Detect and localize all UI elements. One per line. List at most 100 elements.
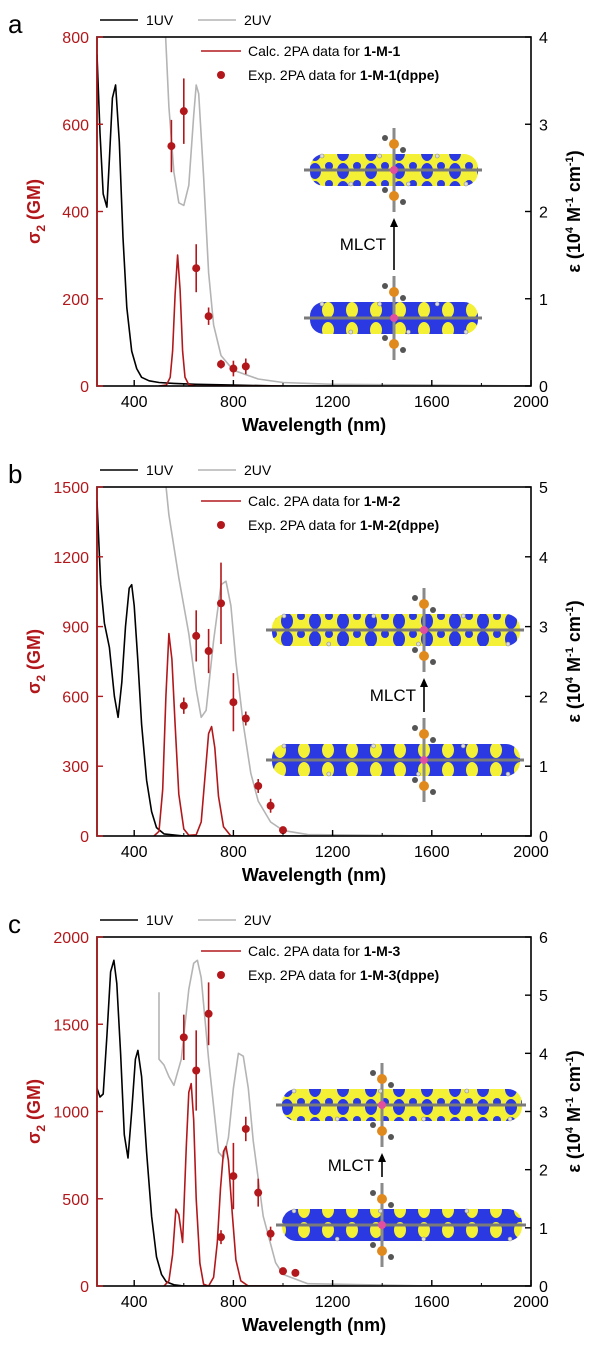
hydrogen-atom — [434, 301, 440, 307]
exp-data-point — [217, 360, 225, 369]
panel-label: b — [8, 459, 22, 489]
exp-data-point — [167, 142, 176, 151]
legend-exp-label: Exp. 2PA data for 1-M-2(dppe) — [248, 517, 439, 533]
legend-2uv-label: 2UV — [244, 12, 272, 28]
exp-data-point — [291, 1268, 300, 1277]
metal-atom — [420, 626, 428, 634]
panel-label: a — [8, 9, 23, 39]
y-right-tick-label: 1 — [539, 1221, 548, 1238]
y-right-tick-label: 5 — [539, 480, 548, 497]
exp-data-point — [192, 631, 201, 640]
x-tick-label: 800 — [220, 1294, 247, 1311]
exp-data-point — [241, 1124, 250, 1133]
hydrogen-atom — [348, 181, 354, 187]
series-calc-line — [153, 632, 283, 836]
carbon-atom — [370, 1190, 376, 1196]
carbon-atom — [412, 725, 418, 731]
hydrogen-atom — [378, 1088, 383, 1094]
x-axis-label: Wavelength (nm) — [242, 415, 386, 435]
x-tick-label: 400 — [121, 844, 148, 861]
phosphorus-atom — [419, 599, 429, 609]
y-right-tick-label: 2 — [539, 1163, 548, 1180]
metal-atom — [420, 756, 428, 764]
hydrogen-atom — [281, 743, 287, 749]
plot-frame — [96, 486, 532, 837]
y-right-tick-label: 1 — [539, 292, 548, 309]
hydrogen-atom — [505, 771, 511, 777]
hydrogen-atom — [377, 301, 382, 307]
y-left-tick-label: 200 — [62, 292, 89, 309]
carbon-atom — [388, 1134, 394, 1140]
legend-exp-label: Exp. 2PA data for 1-M-1(dppe) — [248, 67, 439, 83]
y-right-tick-label: 0 — [539, 379, 548, 396]
hydrogen-atom — [406, 181, 411, 187]
y-left-axis-label: σ2 (GM) — [24, 179, 48, 244]
y-right-tick-label: 2 — [539, 205, 548, 222]
exp-data-point — [204, 647, 213, 656]
y-left-tick-label: 300 — [62, 759, 89, 776]
y-left-tick-label: 1200 — [53, 550, 89, 567]
legend-exp-swatch — [217, 521, 225, 529]
exp-data-point — [229, 698, 238, 707]
carbon-atom — [400, 147, 406, 153]
x-tick-label: 1600 — [414, 844, 450, 861]
y-left-tick-label: 600 — [62, 117, 89, 134]
mlct-arrowhead — [390, 218, 398, 227]
phosphorus-atom — [389, 287, 399, 297]
y-right-tick-label: 0 — [539, 829, 548, 846]
hydrogen-atom — [291, 1208, 297, 1214]
molecule-top — [266, 588, 524, 672]
exp-data-point — [266, 801, 275, 810]
y-right-tick-label: 5 — [539, 988, 548, 1005]
mlct-arrowhead — [420, 678, 428, 687]
y-right-tick-label: 6 — [539, 930, 548, 947]
hydrogen-atom — [378, 1208, 383, 1214]
phosphorus-atom — [419, 651, 429, 661]
hydrogen-atom — [464, 1208, 470, 1214]
carbon-atom — [400, 295, 406, 301]
y-left-tick-label: 2000 — [53, 930, 89, 947]
metal-atom — [378, 1101, 386, 1109]
y-right-tick-label: 4 — [539, 550, 548, 567]
mlct-label: MLCT — [370, 686, 416, 705]
mlct-arrowhead — [378, 1153, 386, 1162]
exp-data-point — [204, 1009, 213, 1018]
exp-data-point — [179, 1033, 188, 1042]
x-tick-label: 1200 — [315, 1294, 351, 1311]
y-left-tick-label: 900 — [62, 620, 89, 637]
hydrogen-atom — [416, 771, 421, 777]
legend-exp-swatch — [217, 71, 225, 79]
carbon-atom — [400, 347, 406, 353]
carbon-atom — [412, 647, 418, 653]
molecule-bottom — [304, 276, 482, 360]
hydrogen-atom — [463, 329, 469, 335]
exp-data-point — [229, 364, 238, 373]
y-left-tick-label: 600 — [62, 689, 89, 706]
carbon-atom — [412, 777, 418, 783]
y-left-tick-label: 0 — [80, 379, 89, 396]
exp-data-point — [217, 1233, 225, 1242]
carbon-atom — [370, 1070, 376, 1076]
x-axis-label: Wavelength (nm) — [242, 1315, 386, 1335]
hydrogen-atom — [319, 153, 325, 159]
hydrogen-atom — [326, 771, 332, 777]
mlct-label: MLCT — [340, 235, 386, 254]
exp-data-point — [266, 1229, 275, 1238]
hydrogen-atom — [463, 181, 469, 187]
y-right-tick-label: 3 — [539, 620, 548, 637]
carbon-atom — [382, 283, 388, 289]
series-1uv-line — [97, 500, 531, 836]
legend-calc-label: Calc. 2PA data for 1-M-2 — [248, 493, 400, 509]
carbon-atom — [388, 1254, 394, 1260]
legend-1uv-label: 1UV — [146, 912, 174, 928]
y-right-axis-label: ε (104 M-1 cm-1) — [564, 600, 584, 722]
legend-1uv-label: 1UV — [146, 462, 174, 478]
x-tick-label: 2000 — [513, 844, 549, 861]
series-2uv-line — [164, 37, 531, 386]
exp-data-point — [241, 714, 250, 723]
molecule-bottom — [276, 1183, 526, 1267]
hydrogen-atom — [348, 329, 354, 335]
hydrogen-atom — [421, 1116, 426, 1122]
